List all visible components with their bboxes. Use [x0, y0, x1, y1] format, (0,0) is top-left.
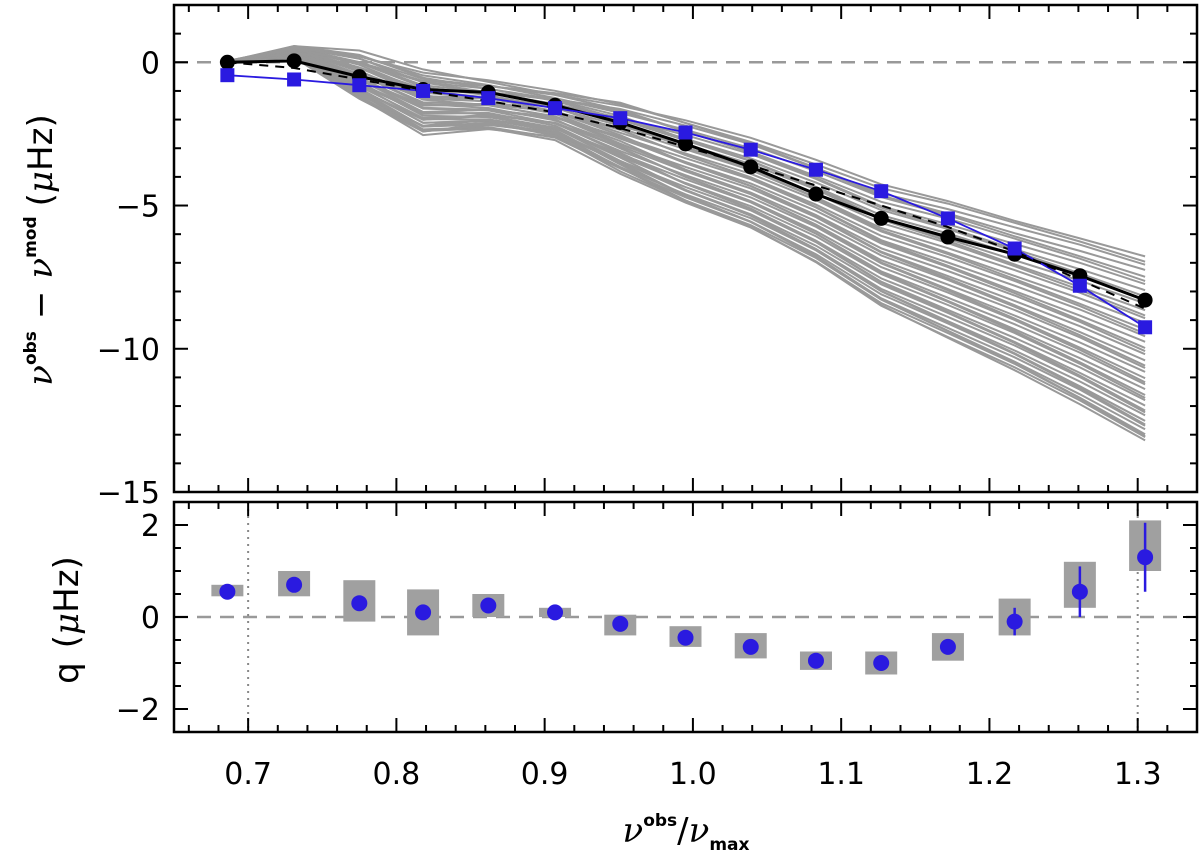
data-point-circle	[743, 159, 759, 175]
data-point-q	[1006, 613, 1023, 630]
data-point-q	[547, 604, 564, 621]
y-sup-obs: obs	[21, 331, 41, 365]
y-unit-hz: Hz	[21, 128, 61, 171]
x-tick-labels: 0.7 0.8 0.9 1.0 1.1 1.2 1.3	[224, 757, 1161, 792]
data-point-square	[1007, 241, 1022, 256]
x-nu-2: ν	[689, 811, 710, 851]
bottom-ticks	[174, 501, 1198, 733]
y-tick-label: −2	[116, 693, 160, 728]
data-point-q	[873, 655, 890, 671]
data-point-square	[352, 78, 367, 93]
data-point-square	[678, 125, 693, 140]
x-nu-1: ν	[623, 811, 644, 851]
q-unit-close: )	[47, 556, 87, 569]
y-unit-open: (	[21, 193, 61, 206]
top-ticks	[174, 4, 1198, 493]
data-point-circle	[678, 136, 693, 152]
x-tick-label: 1.2	[966, 757, 1014, 792]
bottom-y-axis-title: q (μHz)	[47, 556, 87, 684]
q-unit-mu: μ	[47, 613, 87, 635]
data-point-square	[548, 101, 563, 116]
data-point-circle	[1137, 292, 1153, 308]
top-series-group	[219, 53, 1153, 335]
x-tick-label: 0.7	[224, 757, 272, 792]
top-y-axis-title: νobs−νmod(μHz)	[21, 114, 61, 385]
x-tick-label: 0.9	[521, 757, 569, 792]
y-tick-label: −15	[97, 476, 160, 511]
data-point-q	[742, 638, 759, 655]
data-point-square	[613, 111, 628, 126]
y-tick-label: −10	[97, 333, 160, 368]
data-point-circle	[873, 210, 889, 226]
x-slash: /	[677, 811, 689, 851]
data-point-q	[219, 583, 236, 600]
x-sup-obs: obs	[643, 811, 677, 831]
q-unit-open: (	[47, 635, 87, 648]
top-plot-frame	[172, 3, 1199, 494]
y-tick-label: 2	[141, 509, 160, 544]
ensemble-line	[227, 47, 1146, 263]
q-symbol: q	[47, 662, 87, 684]
y-nu-1: ν	[21, 365, 61, 386]
data-point-square	[874, 184, 889, 199]
ensemble-line	[227, 52, 1146, 407]
data-point-q	[415, 604, 432, 621]
data-point-square	[743, 142, 758, 157]
data-point-square	[808, 162, 823, 177]
data-point-square	[1138, 320, 1153, 335]
data-point-square	[287, 72, 302, 87]
y-minus: −	[21, 291, 61, 320]
data-point-square	[1072, 278, 1087, 293]
data-point-q	[939, 638, 956, 655]
data-point-circle	[219, 54, 235, 70]
bottom-y-tick-labels: 2 0 −2	[116, 509, 160, 728]
ensemble-line	[227, 55, 1146, 426]
data-point-q	[807, 652, 824, 669]
q-unit-hz: Hz	[47, 569, 87, 612]
data-point-circle	[286, 53, 302, 69]
data-point-q	[480, 597, 497, 614]
top-panel: 0−5−10−15 νobs−νmod(μHz)	[21, 3, 1199, 511]
ensemble-line	[227, 50, 1146, 373]
data-point-q	[286, 576, 303, 593]
y-tick-label: 0	[141, 46, 160, 81]
y-unit-close: )	[21, 114, 61, 127]
data-point-q	[677, 629, 694, 646]
x-tick-label: 1.3	[1114, 757, 1162, 792]
top-y-tick-labels: 0 −5 −10 −15	[97, 46, 160, 511]
data-point-q	[1071, 583, 1088, 600]
x-tick-label: 1.0	[669, 757, 717, 792]
data-point-square	[416, 83, 431, 98]
data-point-square	[481, 91, 496, 106]
data-point-q	[612, 615, 629, 632]
model-ensemble	[227, 44, 1146, 442]
data-point-square	[220, 68, 235, 83]
y-tick-label: 0	[141, 601, 160, 636]
data-point-square	[940, 211, 955, 226]
x-sub-max: max	[709, 835, 749, 855]
data-point-q	[351, 595, 368, 612]
bottom-panel: 2 0 −2 q (μHz)	[47, 500, 1199, 734]
y-sup-mod: mod	[21, 216, 41, 258]
data-point-circle	[940, 229, 956, 245]
data-point-q	[1137, 549, 1154, 566]
y-unit-mu: μ	[21, 171, 61, 193]
x-axis-title: νobs/νmax	[623, 811, 750, 855]
y-nu-2: ν	[21, 258, 61, 279]
x-tick-label: 0.8	[373, 757, 421, 792]
x-tick-label: 1.1	[817, 757, 865, 792]
data-point-circle	[808, 186, 824, 202]
ensemble-line	[227, 53, 1146, 384]
bottom-series-group	[211, 520, 1162, 675]
y-tick-label: −5	[116, 190, 160, 225]
ensemble-line	[227, 45, 1146, 258]
